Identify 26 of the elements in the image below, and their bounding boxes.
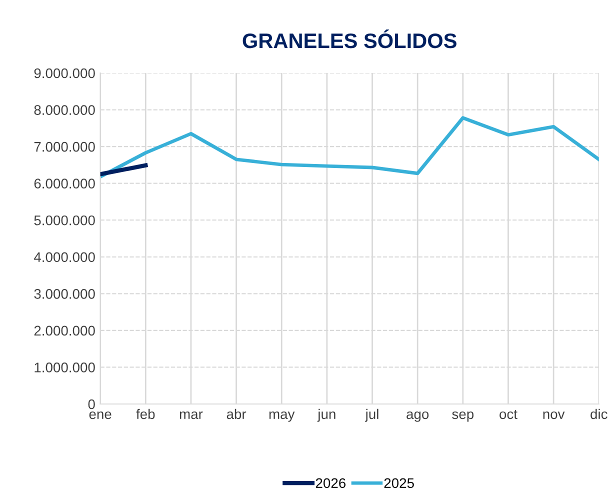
y-tick-label: 6.000.000 bbox=[34, 178, 95, 189]
y-tick-label: 5.000.000 bbox=[34, 215, 95, 226]
x-tick-label: ene bbox=[89, 411, 112, 420]
x-tick-label: mar bbox=[180, 411, 203, 420]
x-tick-label: sep bbox=[452, 411, 474, 422]
x-tick-label: feb bbox=[136, 408, 155, 420]
chart-title: GRANELES SÓLIDOS bbox=[242, 30, 456, 48]
x-tick-label: oct bbox=[500, 410, 518, 420]
y-tick-label: 0 bbox=[88, 399, 95, 410]
y-tick-label: 1.000.000 bbox=[34, 362, 95, 372]
y-tick-label: 4.000.000 bbox=[34, 252, 95, 262]
x-tick-label: jul bbox=[364, 408, 378, 422]
y-tick-label: 7.000.000 bbox=[34, 142, 95, 152]
x-tick-label: may bbox=[269, 411, 295, 422]
x-tick-label: ago bbox=[406, 411, 429, 422]
y-tick-label: 2.000.000 bbox=[34, 326, 95, 336]
x-tick-label: nov bbox=[543, 411, 565, 420]
legend-label: 2025 bbox=[384, 478, 414, 488]
x-tick-label: jun bbox=[317, 408, 336, 422]
line-series bbox=[100, 116, 599, 178]
x-tick-label: dic bbox=[590, 408, 608, 420]
y-tick-label: 3.000.000 bbox=[34, 289, 95, 299]
x-tick-label: abr bbox=[226, 408, 246, 420]
y-tick-label: 9.000.000 bbox=[34, 68, 95, 78]
y-tick-label: 8.000.000 bbox=[34, 105, 95, 115]
legend-label: 2026 bbox=[316, 478, 346, 488]
